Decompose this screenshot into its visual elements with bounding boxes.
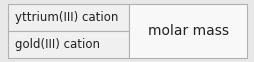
Text: gold(III) cation: gold(III) cation xyxy=(15,38,100,51)
Bar xyxy=(8,4,128,31)
Bar xyxy=(128,4,246,58)
Bar xyxy=(8,31,128,58)
Text: yttrium(III) cation: yttrium(III) cation xyxy=(15,11,118,24)
Text: molar mass: molar mass xyxy=(147,24,228,38)
